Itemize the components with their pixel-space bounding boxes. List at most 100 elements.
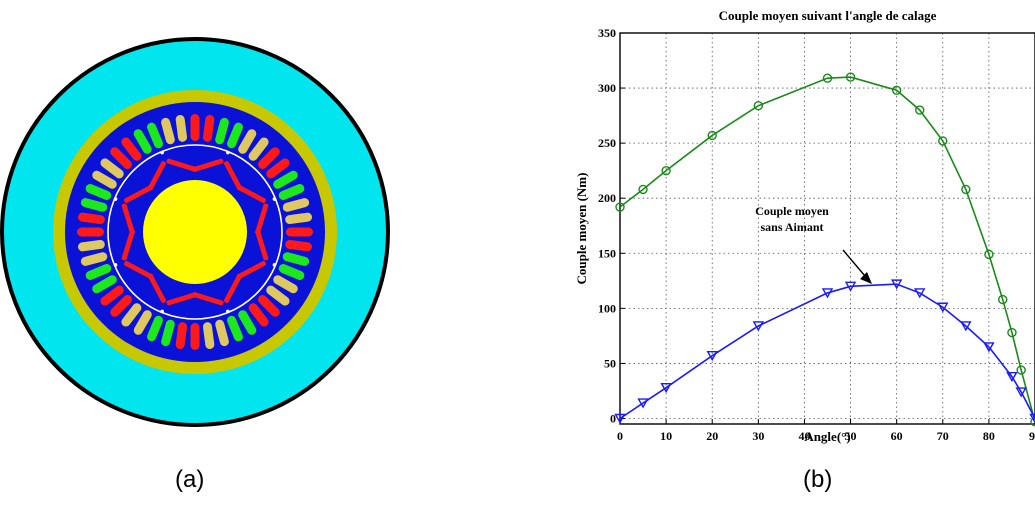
- stator-slot: [110, 295, 132, 317]
- rotor-magnet: [147, 161, 166, 191]
- stator-slot: [175, 322, 188, 350]
- annotation-line-1: Couple moyen: [755, 204, 829, 218]
- stator-slot: [77, 239, 105, 252]
- stator-slot: [175, 114, 188, 142]
- y-tick-label: 0: [610, 411, 616, 425]
- stator-slot: [85, 264, 112, 280]
- data-point: [822, 73, 833, 83]
- rotor-magnet: [192, 292, 224, 306]
- x-tick-label: 50: [845, 429, 857, 443]
- rotor-magnet: [166, 292, 198, 306]
- plot-frame: [619, 32, 1035, 425]
- y-tick-label: 100: [598, 301, 616, 315]
- y-tick-label: 300: [598, 81, 616, 95]
- data-point: [706, 351, 718, 362]
- data-point: [614, 413, 626, 424]
- x-axis-label: Angle(°): [804, 429, 850, 444]
- data-point: [1029, 413, 1035, 424]
- y-tick-label: 250: [598, 136, 616, 150]
- rotor-magnet: [147, 273, 166, 303]
- panel-label-b: (b): [803, 466, 833, 493]
- data-point: [638, 184, 648, 195]
- stator-slot: [121, 137, 142, 161]
- x-tick-label: 60: [891, 429, 903, 443]
- data-point: [937, 302, 949, 313]
- rotor-shaft: [143, 180, 247, 284]
- data-point: [753, 100, 764, 111]
- rotor-magnet: [236, 184, 266, 203]
- stator-slot: [110, 147, 132, 169]
- stator-slot: [190, 114, 200, 141]
- series-line: [619, 76, 1035, 423]
- rotor-magnet: [121, 229, 135, 261]
- data-point: [660, 382, 672, 394]
- stator-slot: [161, 117, 175, 145]
- x-tick-label: 40: [798, 429, 810, 443]
- torque-chart-panel: Couple moyen suivant l'angle de calage 0 1…: [560, 0, 1035, 460]
- stator-slot: [282, 198, 310, 212]
- data-point: [821, 288, 834, 299]
- y-axis-label: Couple moyen (Nm): [574, 173, 589, 285]
- data-point: [960, 321, 972, 332]
- data-point: [890, 279, 903, 290]
- panel-label-a: (a): [175, 466, 205, 493]
- rotor-bridge-mark: [113, 263, 118, 267]
- stator-slot: [285, 212, 313, 225]
- series-line: [619, 283, 1035, 420]
- series-with-magnet: [615, 72, 1035, 427]
- stator-slot: [133, 129, 152, 154]
- rotor-bridge-mark: [226, 150, 230, 155]
- stator-slots: [77, 114, 313, 350]
- annotation-arrow-shaft: [842, 249, 866, 277]
- stator-slot: [285, 239, 313, 252]
- stator-slot: [258, 295, 280, 317]
- y-tick-label: 350: [598, 26, 616, 40]
- rotor-bridge-mark: [113, 197, 118, 201]
- stator-slot: [273, 275, 298, 294]
- grid: [620, 33, 1035, 424]
- torque-chart: Couple moyen suivant l'angle de calage 0 1…: [574, 8, 1035, 444]
- stator-slot: [202, 114, 215, 142]
- data-point: [752, 321, 765, 332]
- stator-slot: [248, 137, 269, 161]
- x-tick-label: 30: [752, 429, 764, 443]
- x-tick-label: 80: [983, 429, 995, 443]
- data-point: [1015, 387, 1027, 398]
- stator-slot: [278, 264, 305, 280]
- data-point: [845, 72, 856, 82]
- rotor-magnet: [121, 203, 135, 235]
- stator-slot: [80, 198, 108, 212]
- data-point: [1016, 365, 1026, 375]
- x-tick-label: 70: [937, 429, 949, 443]
- series-without-magnet: [614, 279, 1035, 424]
- stator-slot: [215, 319, 229, 347]
- stator-slot: [92, 170, 117, 189]
- stator-slot: [215, 117, 229, 145]
- data-point: [984, 249, 994, 260]
- data-point: [661, 165, 671, 176]
- rotor-bridge-mark: [272, 263, 277, 267]
- stator-slot: [278, 184, 305, 200]
- stator-slot: [80, 252, 108, 266]
- stator-slot: [282, 252, 310, 266]
- rotor-bridge-mark: [272, 197, 277, 201]
- data-point: [844, 281, 857, 292]
- rotor-bridge-mark: [160, 150, 164, 155]
- stator-slot: [248, 303, 269, 327]
- data-point: [915, 105, 925, 115]
- data-point: [1030, 417, 1035, 427]
- air-gap: [107, 144, 283, 320]
- stator-slot: [238, 129, 257, 154]
- data-point: [637, 398, 649, 409]
- x-tick-label: 10: [660, 429, 672, 443]
- x-tick-label: 0: [617, 429, 623, 443]
- stator-slot: [202, 322, 215, 350]
- data-point: [615, 202, 625, 212]
- data-point: [914, 288, 926, 299]
- chart-title: Couple moyen suivant l'angle de calage: [719, 8, 937, 23]
- motor-cross-section: [0, 37, 390, 427]
- stator-slot: [77, 227, 104, 237]
- stator-slot: [227, 122, 243, 149]
- stator-slot: [92, 275, 117, 294]
